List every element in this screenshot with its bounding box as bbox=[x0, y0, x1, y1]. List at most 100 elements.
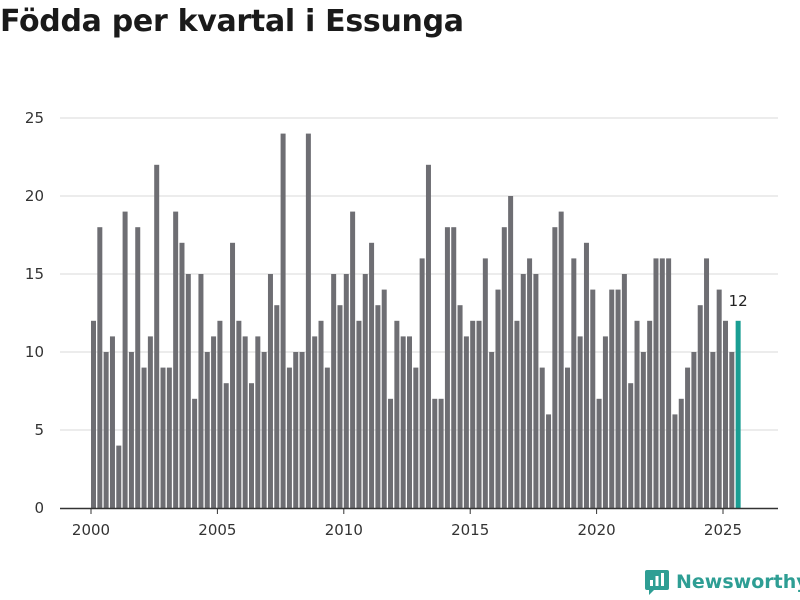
chart-title: Födda per kvartal i Essunga bbox=[0, 4, 464, 39]
bar bbox=[710, 352, 716, 508]
bar bbox=[179, 242, 185, 509]
bar bbox=[451, 227, 457, 508]
bar bbox=[419, 258, 425, 508]
bar bbox=[204, 352, 210, 508]
bar bbox=[255, 336, 261, 508]
bar bbox=[615, 289, 621, 508]
bar bbox=[249, 383, 254, 508]
bar bbox=[198, 274, 204, 508]
bar bbox=[438, 398, 444, 508]
y-tick-label: 0 bbox=[34, 499, 44, 517]
bar bbox=[154, 164, 160, 509]
y-tick-label: 15 bbox=[25, 265, 44, 283]
bar bbox=[286, 367, 292, 508]
bar bbox=[425, 164, 431, 509]
bar bbox=[653, 258, 659, 508]
newsworthy-logo-icon bbox=[645, 570, 669, 595]
y-tick-label: 25 bbox=[25, 109, 44, 127]
bar bbox=[508, 196, 514, 508]
bar bbox=[375, 305, 381, 508]
bar bbox=[261, 352, 267, 508]
bar bbox=[659, 258, 665, 508]
bar-highlight bbox=[735, 320, 741, 508]
brand-name: Newsworthy bbox=[676, 571, 800, 593]
bar bbox=[324, 367, 330, 508]
bar bbox=[723, 320, 728, 508]
bar bbox=[109, 336, 115, 508]
bar bbox=[236, 320, 242, 508]
x-tick-label: 2015 bbox=[451, 521, 489, 539]
bar bbox=[267, 274, 273, 508]
bar bbox=[230, 242, 236, 509]
bar bbox=[666, 258, 672, 508]
bar bbox=[242, 336, 248, 508]
bar bbox=[634, 320, 640, 508]
bar bbox=[141, 367, 147, 508]
bar bbox=[697, 305, 703, 508]
bar bbox=[103, 352, 109, 508]
bar bbox=[413, 367, 419, 508]
bar bbox=[116, 445, 122, 508]
bar bbox=[514, 320, 520, 508]
bar bbox=[640, 352, 646, 508]
bar bbox=[369, 242, 375, 509]
bar bbox=[432, 398, 438, 508]
bar bbox=[356, 320, 362, 508]
y-tick-label: 20 bbox=[25, 187, 44, 205]
bar bbox=[362, 274, 368, 508]
bar bbox=[350, 211, 356, 508]
bar bbox=[552, 227, 558, 508]
bar bbox=[520, 274, 526, 508]
newsworthy-brand[interactable]: Newsworthy bbox=[644, 568, 800, 596]
bar bbox=[704, 258, 710, 508]
bar bbox=[489, 352, 495, 508]
bar bbox=[691, 352, 697, 508]
bar bbox=[223, 383, 229, 508]
bar bbox=[590, 289, 596, 508]
x-tick-label: 2025 bbox=[704, 521, 742, 539]
bar bbox=[388, 398, 394, 508]
annotations: 12 bbox=[729, 292, 748, 310]
bar bbox=[628, 383, 634, 508]
bar bbox=[621, 274, 627, 508]
bar bbox=[135, 227, 141, 508]
bar bbox=[444, 227, 450, 508]
bar bbox=[533, 274, 539, 508]
bar bbox=[571, 258, 577, 508]
y-tick-label: 10 bbox=[25, 343, 44, 361]
bar bbox=[147, 336, 153, 508]
bar bbox=[293, 352, 299, 508]
bar bbox=[337, 305, 343, 508]
x-tick-label: 2010 bbox=[325, 521, 363, 539]
bar bbox=[457, 305, 463, 508]
bar bbox=[192, 398, 198, 508]
bars bbox=[91, 133, 741, 509]
bar bbox=[211, 336, 217, 508]
bar bbox=[173, 211, 179, 508]
bar bbox=[381, 289, 387, 508]
bar bbox=[343, 274, 349, 508]
bar bbox=[97, 227, 103, 508]
bar bbox=[331, 274, 337, 508]
bar bbox=[527, 258, 533, 508]
bar bbox=[685, 367, 691, 508]
y-axis: 0 5 10 15 20 25 bbox=[25, 109, 44, 517]
bar bbox=[539, 367, 545, 508]
bar bbox=[318, 320, 324, 508]
bar bbox=[400, 336, 406, 508]
bar bbox=[596, 398, 602, 508]
bar bbox=[128, 352, 134, 508]
x-tick-label: 2005 bbox=[198, 521, 236, 539]
x-tick-label: 2020 bbox=[578, 521, 616, 539]
bar bbox=[716, 289, 722, 508]
bar bbox=[729, 352, 735, 508]
x-axis: 2000 2005 2010 2015 2020 2025 bbox=[60, 507, 778, 539]
bar bbox=[91, 320, 96, 508]
bar bbox=[647, 320, 653, 508]
bar bbox=[482, 258, 488, 508]
bar bbox=[217, 320, 223, 508]
bar bbox=[470, 320, 476, 508]
bar bbox=[476, 320, 482, 508]
x-tick-label: 2000 bbox=[72, 521, 110, 539]
